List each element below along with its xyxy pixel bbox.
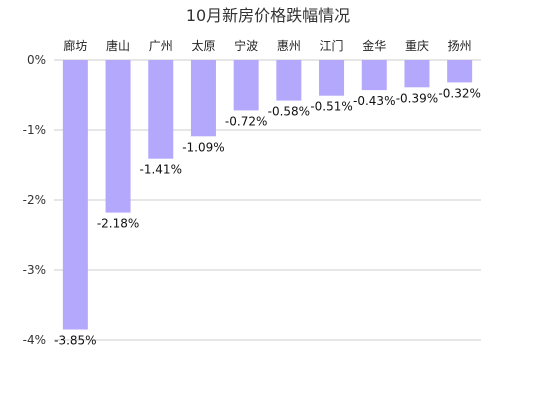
bar (148, 60, 174, 159)
bars (62, 60, 473, 330)
data-label: -2.18% (97, 217, 139, 231)
category-label: 金华 (362, 38, 386, 53)
category-label: 唐山 (106, 38, 130, 53)
data-label: -0.51% (310, 100, 352, 114)
bar (105, 60, 131, 213)
y-tick-label: 0% (27, 53, 46, 67)
bar (319, 60, 345, 96)
y-tick-label: -2% (23, 193, 46, 207)
y-tick-label: -4% (23, 333, 46, 347)
bar (190, 60, 216, 137)
chart-title: 10月新房价格跌幅情况 (186, 6, 350, 25)
category-labels: 廊坊 唐山 广州 太原 宁波 惠州 江门 金华 重庆 扬州 (63, 38, 471, 53)
bar (447, 60, 473, 83)
category-label: 廊坊 (63, 38, 87, 53)
y-tick-label: -3% (23, 263, 46, 277)
y-tick-label: -1% (23, 123, 46, 137)
bar (62, 60, 88, 330)
data-label: -0.43% (353, 94, 395, 108)
category-label: 宁波 (234, 38, 258, 53)
category-label: 惠州 (277, 39, 301, 53)
data-labels: -3.85% -2.18% -1.41%-1.09%-0.72%-0.58% -0.5… (54, 86, 481, 347)
bar (404, 60, 430, 88)
data-label: -1.41% (140, 163, 182, 177)
category-label: 重庆 (405, 39, 429, 53)
category-label: 太原 (191, 38, 215, 53)
data-label: -0.58% (268, 105, 310, 119)
category-label: 广州 (149, 39, 173, 53)
data-label: -0.32% (438, 86, 480, 100)
bar (233, 60, 259, 111)
data-label: -1.09% (182, 140, 224, 154)
data-label: -3.85% (54, 334, 96, 348)
data-label: -0.39% (396, 91, 438, 105)
data-label: -0.72% (225, 114, 267, 128)
bar (276, 60, 302, 101)
category-label: 江门 (320, 38, 344, 53)
category-label: 扬州 (448, 38, 472, 53)
y-axis-ticks: 0% -1% -2% -3% -4% (23, 53, 46, 347)
bar (361, 60, 387, 91)
